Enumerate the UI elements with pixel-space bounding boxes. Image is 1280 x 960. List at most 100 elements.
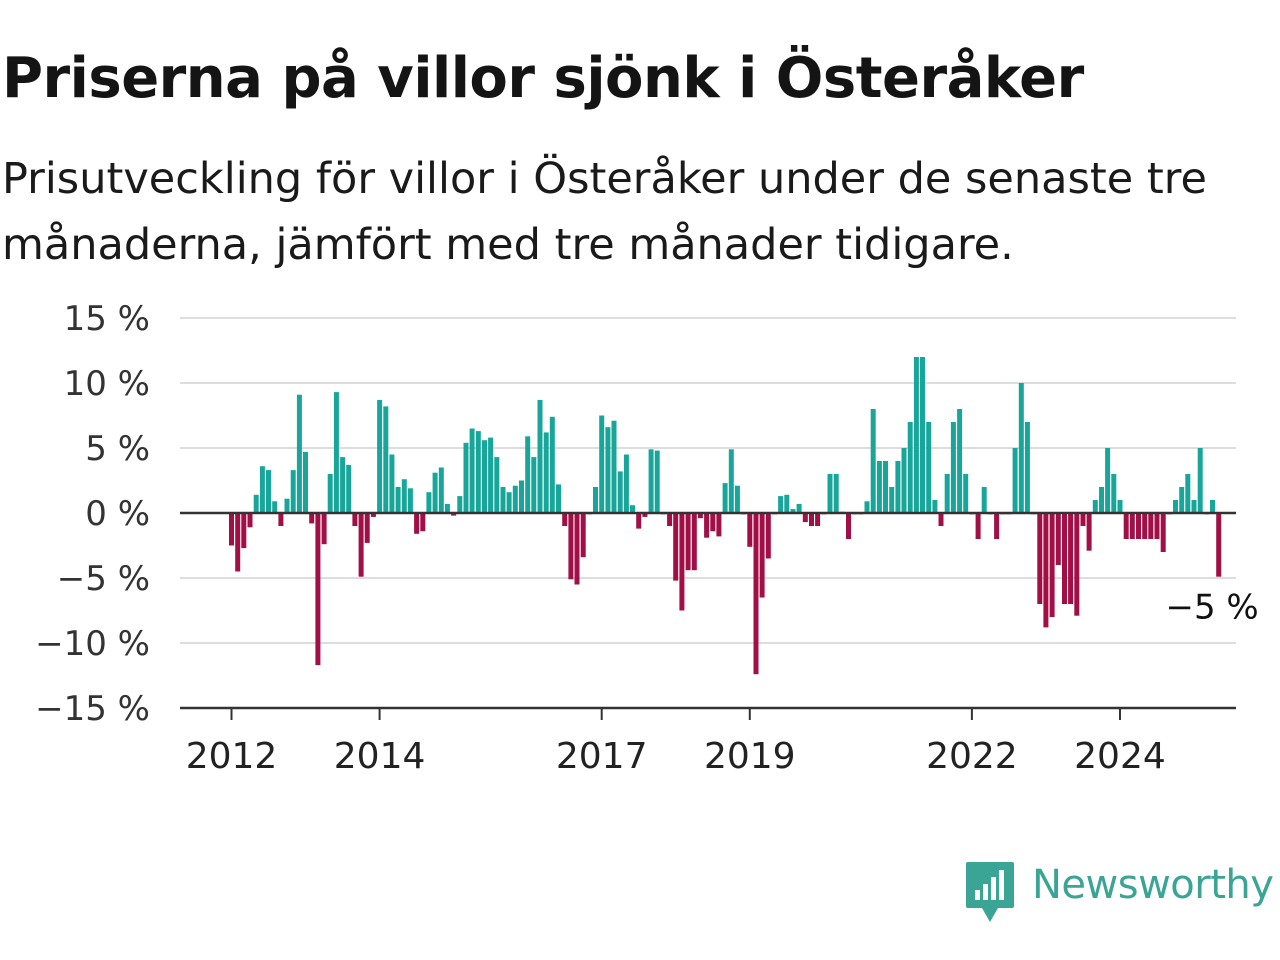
bar	[963, 474, 969, 513]
bar	[599, 415, 605, 513]
bar	[488, 437, 494, 513]
bar	[913, 357, 919, 513]
x-tick-label: 2022	[926, 736, 1018, 777]
bar	[327, 474, 333, 513]
bar	[407, 488, 413, 513]
bar	[266, 470, 271, 513]
bar	[1210, 500, 1215, 513]
bar	[920, 357, 925, 513]
bar	[630, 505, 635, 513]
bar	[796, 503, 802, 513]
bar	[1049, 513, 1055, 617]
x-tick-label: 2017	[556, 736, 648, 777]
bar	[519, 480, 524, 513]
bar	[259, 466, 265, 513]
y-tick-label: −5 %	[57, 559, 150, 599]
bar	[734, 485, 740, 513]
bar	[1111, 474, 1117, 513]
bar	[846, 513, 851, 539]
y-tick-label: 5 %	[85, 429, 150, 469]
bar	[506, 492, 512, 513]
brand: Newsworthy	[964, 860, 1274, 926]
bar	[827, 474, 833, 513]
bar	[1037, 513, 1043, 604]
bar	[975, 513, 981, 539]
bar	[833, 474, 839, 513]
bar	[414, 513, 420, 534]
bar	[1074, 513, 1080, 616]
bar	[1099, 487, 1104, 513]
bar	[981, 487, 987, 513]
bar	[1185, 474, 1191, 513]
bar	[543, 432, 549, 513]
x-tick-label: 2012	[186, 736, 278, 777]
bar	[759, 513, 765, 598]
bar	[426, 492, 432, 513]
bar	[1068, 513, 1074, 604]
bar	[704, 513, 710, 538]
bar	[642, 513, 648, 517]
bar	[938, 513, 944, 526]
x-tick-label: 2024	[1074, 736, 1166, 777]
y-tick-label: −10 %	[35, 624, 150, 664]
bar	[364, 513, 370, 543]
bar	[1129, 513, 1135, 539]
bar	[728, 449, 734, 513]
bar	[1105, 448, 1111, 513]
bar	[802, 513, 808, 523]
bar	[1055, 513, 1061, 565]
bar	[1154, 513, 1160, 539]
x-tick-label: 2014	[334, 736, 426, 777]
bar	[531, 457, 537, 513]
bar	[574, 513, 580, 585]
bar	[944, 474, 950, 513]
bar	[593, 487, 598, 513]
bar	[889, 487, 895, 513]
bar	[463, 442, 469, 513]
bar	[1123, 513, 1129, 539]
y-tick-label: −15 %	[35, 689, 150, 729]
bar	[290, 470, 296, 513]
bar	[623, 454, 629, 513]
bar	[272, 501, 278, 513]
bar	[278, 513, 284, 526]
bar	[377, 399, 383, 513]
bar	[241, 513, 247, 549]
bar	[451, 513, 457, 516]
bar	[784, 494, 790, 513]
bar	[994, 513, 1000, 539]
bar	[1142, 513, 1148, 539]
bar	[494, 457, 500, 513]
bar	[580, 513, 586, 558]
bar	[926, 422, 932, 513]
bar	[815, 513, 821, 526]
bar	[1018, 383, 1024, 513]
bar	[469, 428, 475, 513]
bar	[247, 513, 253, 528]
bar	[809, 513, 814, 526]
bar	[512, 485, 518, 513]
x-tick-label: 2019	[704, 736, 796, 777]
bar	[420, 513, 426, 532]
bar	[333, 392, 339, 513]
bar	[883, 461, 888, 513]
bar	[401, 479, 407, 513]
bar	[697, 513, 703, 519]
bar	[901, 448, 907, 513]
bar	[321, 513, 327, 545]
bar	[1216, 513, 1222, 577]
bar	[475, 431, 481, 513]
bar	[315, 513, 321, 666]
bar	[296, 394, 302, 513]
bar	[667, 513, 673, 526]
bar	[395, 487, 401, 513]
bar	[636, 513, 642, 529]
chart-title: Priserna på villor sjönk i Österåker	[2, 46, 1084, 111]
bar	[673, 513, 679, 581]
bar	[358, 513, 364, 577]
bar	[870, 409, 876, 513]
bar	[1080, 513, 1086, 526]
bar	[383, 406, 389, 513]
bar	[568, 513, 574, 580]
